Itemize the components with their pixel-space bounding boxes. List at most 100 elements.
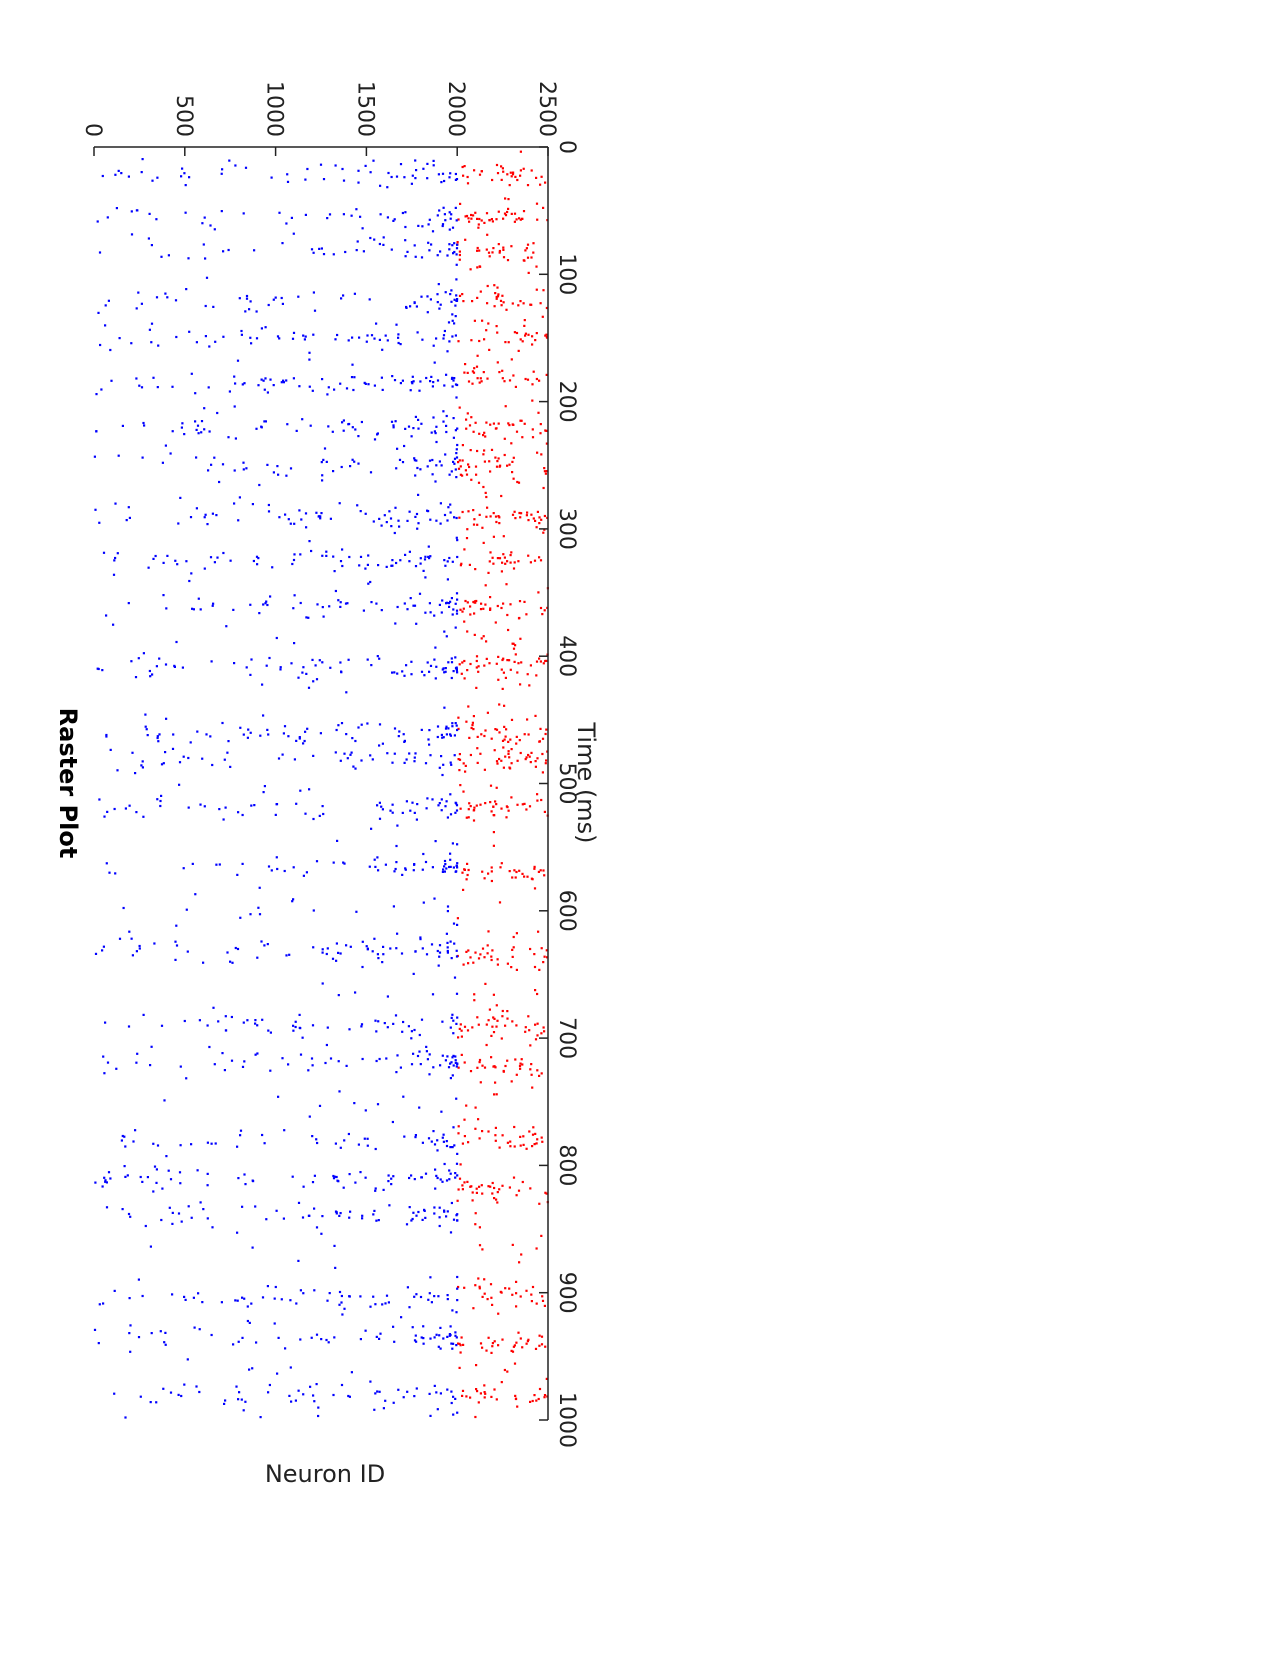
spike-dot [395,561,398,565]
spike-dot [433,361,436,364]
spike-dot [486,233,489,236]
spike-dot [305,526,308,529]
spike-dot [479,1392,482,1395]
spike-dot [420,295,423,298]
spike-dot [185,288,188,291]
spike-dot [353,292,356,295]
spike-dot [249,673,252,676]
spike-dot [453,942,456,945]
spike-dot [508,463,511,466]
spike-dot [455,253,458,256]
spike-dot [489,801,492,804]
spike-dot [392,1175,395,1178]
spike-dot [270,869,273,872]
spike-dot [148,328,151,331]
spike-dot [477,481,481,484]
spike-dot [382,243,385,247]
spike-dot [454,656,457,659]
spike-dot [211,763,214,767]
spike-dot [185,908,188,911]
spike-dot [426,295,429,298]
spike-dot [338,1090,341,1093]
spike-dot [478,339,481,343]
spike-dot [541,737,545,740]
spike-dot [277,473,280,476]
spike-dot [343,862,346,865]
spike-dot [129,1324,132,1327]
spike-dot [525,247,528,250]
spike-dot [98,1303,101,1306]
spike-dot [321,474,324,477]
spike-dot [505,816,508,819]
spike-dot [281,302,284,305]
spike-dot [320,1232,323,1235]
spike-dot [473,319,476,322]
spike-dot [386,339,389,342]
spike-dot [540,518,543,521]
spike-dot [519,169,522,172]
spike-dot [482,635,485,638]
spike-dot [213,1063,216,1066]
spike-dot [536,1034,539,1037]
spike-dot [412,427,415,430]
spike-dot [515,932,518,935]
spike-dot [456,923,459,926]
spike-dot [392,1325,395,1328]
spike-dot [489,607,492,610]
spike-dot [362,250,365,253]
spike-dot [130,210,133,213]
spike-dot [427,545,430,548]
spike-dot [465,473,469,476]
spike-dot [423,1209,426,1213]
spike-dot [479,953,482,956]
spike-dot [476,377,479,380]
spike-dot [515,1341,518,1344]
spike-dot [450,676,453,680]
spike-dot [511,876,514,879]
spike-dot [203,407,206,410]
spike-dot [415,1293,418,1296]
spike-dot [160,1024,164,1027]
spike-dot [494,515,498,518]
spike-dot [511,173,515,176]
spike-dot [514,1058,517,1061]
spike-dot [502,553,505,556]
spike-dot [127,1025,131,1028]
spike-dot [155,296,159,299]
spike-dot [446,1388,449,1391]
spike-dot [433,614,436,617]
spike-dot [467,816,470,819]
spike-dot [203,428,206,431]
spike-dot [404,867,407,870]
spike-dot [540,1032,543,1035]
spike-dot [256,563,259,566]
spike-dot [272,471,275,474]
spike-dot [419,1063,422,1066]
spike-dot [404,239,407,242]
spike-dot [435,1174,438,1178]
spike-dot [542,869,545,872]
spike-dot [375,1219,378,1222]
spike-dot [425,807,428,810]
spike-dot [542,289,545,292]
spike-dot [460,1053,463,1057]
spike-dot [215,514,218,517]
spike-dot [432,381,435,384]
spike-dot [410,182,413,185]
spike-dot [456,539,459,542]
spike-dot [459,784,462,787]
spike-dot [242,1409,245,1412]
spike-dot [103,1072,106,1075]
spike-dot [415,512,419,516]
spike-dot [479,377,482,380]
spike-dot [348,1295,351,1298]
spike-dot [124,1175,127,1179]
spike-dot [520,1058,523,1061]
spike-dot [501,377,504,380]
spike-dot [487,1130,490,1133]
spike-dot [458,753,461,756]
spike-dot [109,1177,112,1180]
spike-dot [545,759,548,762]
spike-dot [359,1295,362,1298]
spike-dot [261,683,264,686]
